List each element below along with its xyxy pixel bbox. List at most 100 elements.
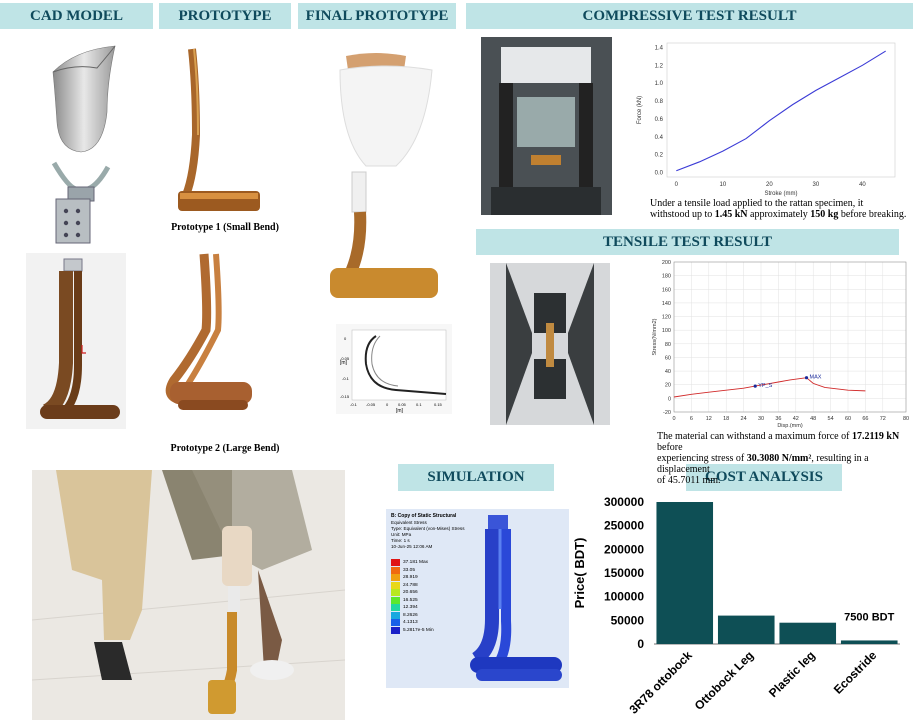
header-simulation: SIMULATION (398, 464, 554, 491)
sim-line: Equivalent Stress (391, 520, 427, 525)
sim-scale-row: 4.1313 (391, 619, 434, 627)
tens-ytick: 160 (662, 287, 671, 293)
tens-ylabel: Stress(N/mm2) (652, 318, 658, 355)
small-plot-ytick: -0.15 (340, 394, 350, 399)
prototype2-photo (160, 250, 260, 430)
tens-ytick: 140 (662, 301, 671, 307)
tens-ytick: 20 (665, 383, 671, 389)
compressive-chart: 0.0 0.2 0.4 0.6 0.8 1.0 1.2 1.4 0 10 20 30 40 Stroke … (633, 35, 903, 199)
comp-frame (666, 42, 896, 178)
comp-ytick: 1.0 (655, 81, 664, 87)
compressive-note-line2: withstood up to 1.45 kN approximately 15… (650, 209, 907, 220)
cost-annotation: 7500 BDT (844, 611, 894, 623)
cad-adapter-image (51, 161, 111, 244)
tens-xtick: 30 (758, 416, 764, 422)
comp-ytick: 0.4 (655, 135, 664, 141)
sim-scale-label: 12.394 (403, 605, 418, 611)
tens-ytick: 40 (665, 369, 671, 375)
sim-line: Time: 1 s (391, 538, 410, 543)
compressive-note: Under a tensile load applied to the ratt… (650, 198, 910, 220)
tens-ytick: 120 (662, 315, 671, 321)
simulation-model-render (470, 515, 562, 681)
cost-category-label: Plastic leg (766, 648, 818, 700)
header-prototype: PROTOTYPE (159, 3, 291, 29)
sim-scale-swatch (391, 566, 400, 574)
comp-ytick: 0.8 (655, 99, 664, 105)
tens-xtick: 54 (828, 416, 834, 422)
bend-geometry-plot: [m] [m] 0 -0.05 -0.1 -0.15 -0.1 -0.05 0 … (336, 324, 452, 414)
cost-category-label: Ottobock Leg (692, 648, 757, 713)
tens-annotation-label: MAX (810, 375, 822, 381)
header-cost-analysis: COST ANALYSIS (686, 464, 842, 491)
sim-scale-label: 4.1313 (403, 620, 418, 626)
sim-scale-row: 8.2626 (391, 611, 434, 620)
small-plot-xtick: 0.1 (416, 402, 422, 407)
tens-ytick: 0 (668, 396, 671, 402)
sim-scale-swatch (391, 589, 400, 597)
tens-ytick: 180 (662, 274, 671, 280)
cost-category-label: 3R78 ottobock (627, 648, 696, 717)
sim-scale-row: 28.919 (391, 574, 434, 582)
comp-xtick: 20 (766, 182, 773, 188)
sim-line: Unit: MPa (391, 532, 412, 537)
tens-xtick: 24 (741, 416, 747, 422)
tensile-note-line3: of 45.7011 mm. (657, 475, 721, 486)
small-plot-xtick: 0.15 (434, 402, 443, 407)
tens-annotation-point (753, 384, 757, 388)
sim-scale-swatch (391, 604, 400, 612)
comp-xtick: 40 (859, 182, 866, 188)
sim-scale-label: 37.181 Max (403, 560, 429, 566)
sim-line: Type: Equivalent (von-Mises) Stress (391, 526, 465, 531)
sim-scale-swatch (391, 611, 400, 619)
comp-ytick: 1.2 (655, 63, 664, 69)
tensile-machine-photo (490, 263, 610, 425)
tens-ytick: 100 (662, 328, 671, 334)
simulation-legend-lines: Equivalent Stress Type: Equivalent (von-… (391, 520, 465, 550)
tens-xtick: 60 (845, 416, 851, 422)
tens-annotation-point (804, 376, 809, 380)
tens-annotation-label: YP_S (758, 383, 772, 389)
compressive-note-line1: Under a tensile load applied to the ratt… (650, 198, 864, 209)
cost-ytick: 50000 (611, 613, 645, 627)
header-final-prototype: FINAL PROTOTYPE (298, 3, 456, 29)
tensile-note: The material can withstand a maximum for… (657, 431, 915, 486)
cost-ylabel: Price( BDT) (572, 538, 587, 609)
small-plot-xtick: -0.05 (366, 402, 376, 407)
small-plot-ytick: -0.1 (342, 376, 350, 381)
simulation-panel: B: Copy of Static Structural Equivalent … (386, 509, 569, 688)
comp-ytick: 0.6 (655, 117, 664, 123)
comp-xtick: 10 (719, 182, 726, 188)
tens-xtick: 80 (903, 416, 909, 422)
sim-scale-label: 33.05 (403, 567, 416, 573)
simulation-legend-title: B: Copy of Static Structural (391, 513, 457, 519)
comp-series-line (676, 50, 886, 172)
sim-scale-label: 28.919 (403, 575, 418, 581)
compressive-machine-photo (481, 37, 612, 215)
comp-xlabel: Stroke (mm) (765, 191, 798, 197)
tens-ytick: -20 (663, 410, 671, 416)
tensile-note-line2: experiencing stress of 30.3080 N/mm², re… (657, 453, 869, 475)
comp-ytick: 0.2 (655, 153, 664, 159)
comp-bg (633, 35, 903, 199)
sim-scale-row: 20.656 (391, 589, 434, 597)
tens-bg (650, 258, 912, 428)
sim-scale-label: 24.788 (403, 582, 418, 588)
sim-scale-label: 8.2626 (403, 612, 418, 618)
sim-line: 10-Jun-25 12:06 AM (391, 544, 433, 549)
small-plot-xtick: 0 (386, 402, 389, 407)
cost-bar (840, 640, 898, 644)
prototype1-photo (170, 45, 265, 217)
prototype1-caption: Prototype 1 (Small Bend) (171, 222, 279, 233)
sim-scale-label: 16.525 (403, 597, 418, 603)
sim-scale-row: 24.788 (391, 581, 434, 590)
sim-scale-row: 33.05 (391, 566, 434, 575)
cost-ytick: 300000 (604, 495, 644, 509)
cost-ytick: 250000 (604, 519, 644, 533)
tens-xtick: 12 (706, 416, 712, 422)
tens-xtick: 36 (775, 416, 781, 422)
simulation-color-scale: 37.181 Max 33.05 28.919 24.788 20.656 16.525 1… (391, 559, 434, 634)
final-prototype-photo (326, 48, 442, 304)
sim-scale-row: 12.394 (391, 604, 434, 612)
sim-scale-row: 5.2817e-5 Min (391, 626, 434, 635)
